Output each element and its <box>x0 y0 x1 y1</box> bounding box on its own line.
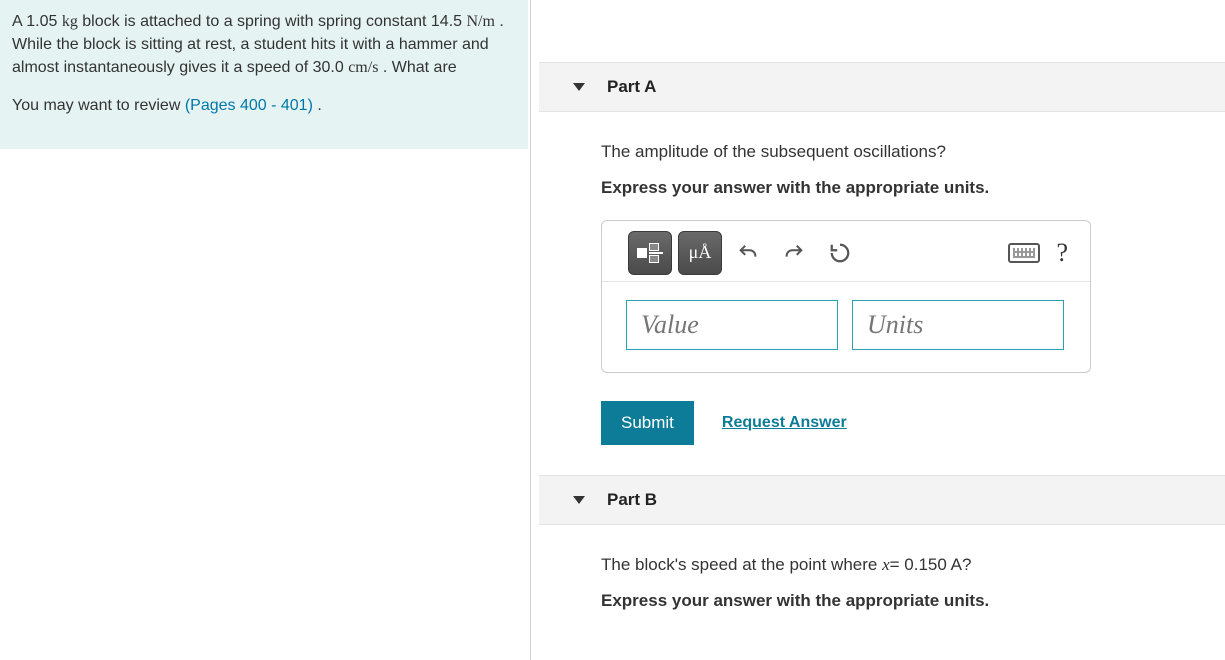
part-b-header[interactable]: Part B <box>539 475 1225 525</box>
part-a-question: The amplitude of the subsequent oscillat… <box>601 140 1207 164</box>
value-input[interactable] <box>626 300 838 350</box>
undo-button[interactable] <box>728 233 768 273</box>
reset-button[interactable] <box>820 233 860 273</box>
help-button[interactable]: ? <box>1050 238 1074 268</box>
answer-input-box: μÅ ? <box>601 220 1091 373</box>
part-a-header[interactable]: Part A <box>539 62 1225 112</box>
chevron-down-icon <box>573 496 585 504</box>
review-pre: You may want to review <box>12 97 185 114</box>
fraction-icon <box>637 243 663 263</box>
keyboard-button[interactable] <box>1004 233 1044 273</box>
value-units-row <box>602 282 1090 372</box>
redo-button[interactable] <box>774 233 814 273</box>
request-answer-link[interactable]: Request Answer <box>722 414 847 432</box>
part-b-body: The block's speed at the point where x= … <box>539 525 1225 643</box>
part-b-instruction: Express your answer with the appropriate… <box>601 591 1207 611</box>
part-a-title: Part A <box>607 77 656 96</box>
problem-statement: A 1.05 kg block is attached to a spring … <box>0 0 528 149</box>
problem-text-seg: block is attached to a spring with sprin… <box>78 13 467 30</box>
var-x: x <box>882 555 890 574</box>
units-input[interactable] <box>852 300 1064 350</box>
units-symbols-label: μÅ <box>689 242 712 263</box>
equation-toolbar: μÅ ? <box>602 221 1090 282</box>
redo-icon <box>783 242 805 264</box>
part-a-body: The amplitude of the subsequent oscillat… <box>539 112 1225 475</box>
part-b-title: Part B <box>607 490 657 509</box>
part-b-question: The block's speed at the point where x= … <box>601 553 1207 577</box>
part-b-question-post: = 0.150 A? <box>890 555 972 574</box>
undo-icon <box>737 242 759 264</box>
review-pages-link[interactable]: (Pages 400 - 401) <box>185 97 313 114</box>
chevron-down-icon <box>573 83 585 91</box>
unit-kg: kg <box>62 13 78 30</box>
part-b-question-pre: The block's speed at the point where <box>601 555 882 574</box>
unit-nm: N/m <box>467 13 495 30</box>
review-hint: You may want to review (Pages 400 - 401)… <box>12 94 512 117</box>
problem-text: A 1.05 kg block is attached to a spring … <box>12 10 512 80</box>
unit-cms: cm/s <box>348 59 378 76</box>
keyboard-icon <box>1008 243 1040 263</box>
problem-text-seg: . What are <box>378 59 456 76</box>
reset-icon <box>829 242 851 264</box>
problem-panel: A 1.05 kg block is attached to a spring … <box>0 0 530 660</box>
submit-button[interactable]: Submit <box>601 401 694 445</box>
answer-panel: Part A The amplitude of the subsequent o… <box>539 0 1225 660</box>
problem-text-seg: A 1.05 <box>12 13 62 30</box>
units-symbols-button[interactable]: μÅ <box>678 231 722 275</box>
column-divider <box>530 0 531 660</box>
submit-row: Submit Request Answer <box>601 401 1207 445</box>
part-a-instruction: Express your answer with the appropriate… <box>601 178 1207 198</box>
review-post: . <box>313 97 322 114</box>
template-fraction-button[interactable] <box>628 231 672 275</box>
